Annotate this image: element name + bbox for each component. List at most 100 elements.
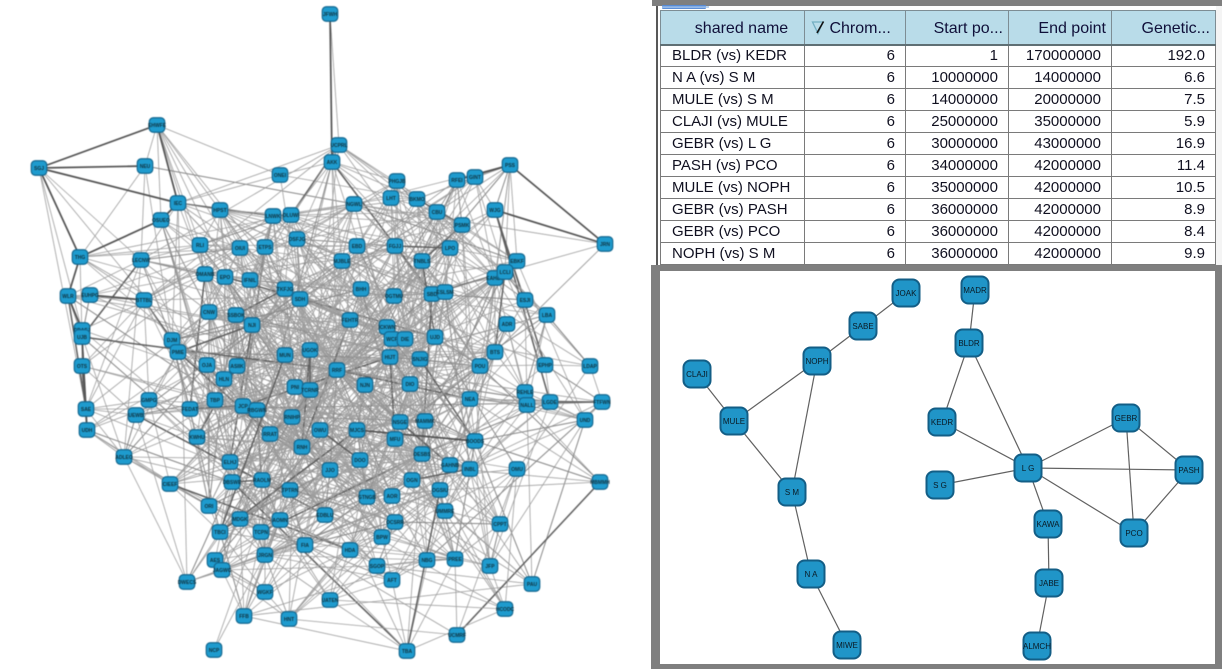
svg-text:SBD: SBD	[427, 292, 438, 298]
svg-text:AFT: AFT	[387, 578, 397, 584]
svg-text:BTTBL: BTTBL	[136, 298, 152, 304]
svg-text:UND: UND	[580, 418, 591, 424]
svg-text:EBD: EBD	[352, 244, 363, 250]
svg-text:KAWA: KAWA	[1037, 520, 1061, 529]
svg-text:DWECS: DWECS	[178, 580, 197, 586]
svg-text:EUHPG: EUHPG	[81, 293, 99, 299]
svg-text:LBA: LBA	[542, 313, 553, 319]
svg-text:ASIIK: ASIIK	[230, 364, 244, 370]
svg-text:RRF: RRF	[332, 368, 342, 374]
svg-text:FFB: FFB	[239, 614, 249, 620]
svg-text:TNBLS: TNBLS	[414, 259, 431, 265]
svg-text:NJN: NJN	[360, 383, 370, 389]
svg-text:BLDR: BLDR	[958, 339, 980, 348]
svg-text:FEDAT: FEDAT	[182, 407, 198, 413]
svg-text:ONEI: ONEI	[274, 173, 287, 179]
svg-text:TPTRN: TPTRN	[282, 488, 299, 494]
svg-text:MIWE: MIWE	[836, 641, 858, 650]
svg-text:OMU: OMU	[511, 467, 523, 473]
svg-text:DJM: DJM	[167, 338, 178, 344]
svg-text:OWU: OWU	[314, 428, 327, 434]
svg-text:RNIHP: RNIHP	[284, 415, 300, 421]
svg-text:FEHTR: FEHTR	[342, 318, 359, 324]
svg-text:TKFJG: TKFJG	[277, 287, 294, 293]
svg-text:MJCS: MJCS	[350, 428, 365, 434]
svg-text:LGDE: LGDE	[543, 400, 558, 406]
svg-text:EPHP: EPHP	[538, 363, 552, 369]
svg-text:S G: S G	[933, 481, 947, 490]
svg-text:EBKF: EBKF	[510, 259, 524, 265]
svg-text:UJB: UJB	[77, 335, 87, 341]
svg-text:MJBLE: MJBLE	[334, 259, 352, 265]
svg-text:DOO: DOO	[354, 458, 366, 464]
svg-text:INBL: INBL	[464, 467, 476, 473]
svg-text:CBU: CBU	[432, 210, 443, 216]
svg-text:PASH: PASH	[1178, 466, 1199, 475]
svg-text:RAOLM: RAOLM	[253, 478, 271, 484]
svg-text:JAGWC: JAGWC	[213, 568, 232, 574]
svg-text:HCODC: HCODC	[496, 607, 515, 613]
svg-text:SABE: SABE	[852, 322, 873, 331]
svg-text:SGOP: SGOP	[370, 564, 385, 570]
svg-text:ORI: ORI	[205, 504, 215, 510]
svg-text:ALMCH: ALMCH	[1023, 642, 1051, 651]
svg-text:JABE: JABE	[1039, 579, 1059, 588]
svg-text:TCRNR: TCRNR	[301, 388, 319, 394]
svg-text:EPO: EPO	[220, 275, 231, 281]
svg-text:ETPS: ETPS	[258, 245, 272, 251]
svg-text:AOR: AOR	[386, 494, 398, 500]
svg-text:AKK: AKK	[327, 160, 338, 166]
svg-text:PREE: PREE	[448, 557, 462, 563]
svg-text:JJO: JJO	[325, 468, 335, 474]
svg-text:GAHNB: GAHNB	[441, 463, 460, 469]
svg-text:UCMRF: UCMRF	[448, 633, 466, 639]
svg-text:MULE: MULE	[723, 417, 745, 426]
svg-text:DBSWE: DBSWE	[223, 480, 242, 486]
svg-text:NOPH: NOPH	[805, 357, 828, 366]
svg-text:CNW: CNW	[203, 310, 215, 316]
svg-text:GEBR: GEBR	[1115, 414, 1138, 423]
svg-text:SNJIG: SNJIG	[412, 357, 427, 363]
svg-text:N A: N A	[805, 570, 819, 579]
svg-text:POU: POU	[475, 364, 486, 370]
svg-text:DLUWI: DLUWI	[283, 213, 300, 219]
svg-text:HLN: HLN	[219, 377, 230, 383]
svg-text:UGOK: UGOK	[303, 348, 318, 354]
svg-text:RFEI: RFEI	[451, 178, 463, 184]
svg-text:DIE: DIE	[401, 337, 410, 343]
svg-text:CLAJI: CLAJI	[686, 370, 708, 379]
svg-text:PHGJB: PHGJB	[388, 179, 406, 185]
svg-text:NGWL: NGWL	[346, 202, 361, 208]
svg-text:BHH: BHH	[356, 287, 367, 293]
svg-text:OGTMU: OGTMU	[385, 294, 404, 300]
svg-text:TBP: TBP	[210, 398, 221, 404]
svg-text:DIO: DIO	[406, 382, 415, 388]
svg-text:CPPT: CPPT	[493, 522, 506, 528]
svg-text:LDAP: LDAP	[583, 364, 597, 370]
svg-text:TBA: TBA	[402, 649, 413, 655]
svg-text:GMPG: GMPG	[141, 398, 156, 404]
svg-text:THG: THG	[75, 255, 86, 261]
svg-text:WCF: WCF	[386, 337, 397, 343]
svg-text:IEC: IEC	[174, 201, 183, 207]
svg-text:UMMRE: UMMRE	[436, 509, 456, 515]
svg-text:UATEN: UATEN	[322, 598, 339, 604]
svg-text:RRAT: RRAT	[263, 432, 277, 438]
svg-text:WGKF: WGKF	[257, 590, 272, 596]
svg-text:OSFJG: OSFJG	[289, 237, 306, 243]
svg-text:NEA: NEA	[465, 397, 476, 403]
svg-text:NALL: NALL	[520, 403, 533, 409]
svg-text:LCLI: LCLI	[499, 270, 511, 276]
svg-text:LNWK: LNWK	[266, 214, 281, 220]
svg-text:ESJI: ESJI	[520, 298, 531, 304]
svg-text:MDGK: MDGK	[232, 517, 248, 523]
svg-text:UCPRL: UCPRL	[330, 143, 347, 149]
svg-text:BKMO: BKMO	[409, 197, 424, 203]
svg-text:CIEEF: CIEEF	[163, 482, 178, 488]
svg-text:WLR: WLR	[62, 294, 74, 300]
svg-text:PNI: PNI	[291, 385, 300, 391]
svg-text:PSMK: PSMK	[455, 223, 470, 229]
svg-text:ICKWN: ICKWN	[379, 325, 396, 331]
svg-text:ADR: ADR	[502, 322, 513, 328]
svg-text:UJD: UJD	[430, 335, 440, 341]
